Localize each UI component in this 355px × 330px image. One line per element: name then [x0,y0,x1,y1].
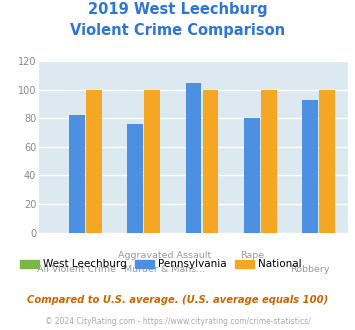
Bar [302,100,318,233]
Text: 2019 West Leechburg: 2019 West Leechburg [88,2,267,16]
Bar [127,124,143,233]
Bar [86,90,102,233]
Text: Aggravated Assault: Aggravated Assault [118,251,211,260]
Text: All Violent Crime: All Violent Crime [37,265,116,274]
Text: Rape: Rape [240,251,264,260]
Legend: West Leechburg, Pennsylvania, National: West Leechburg, Pennsylvania, National [16,255,306,274]
Text: © 2024 CityRating.com - https://www.cityrating.com/crime-statistics/: © 2024 CityRating.com - https://www.city… [45,317,310,326]
Text: Compared to U.S. average. (U.S. average equals 100): Compared to U.S. average. (U.S. average … [27,295,328,305]
Bar [202,90,218,233]
Bar [186,82,201,233]
Text: Robbery: Robbery [290,265,330,274]
Text: Murder & Mans...: Murder & Mans... [124,265,205,274]
Text: Violent Crime Comparison: Violent Crime Comparison [70,23,285,38]
Bar [261,90,277,233]
Bar [244,118,260,233]
Bar [69,115,85,233]
Bar [319,90,335,233]
Bar [144,90,160,233]
